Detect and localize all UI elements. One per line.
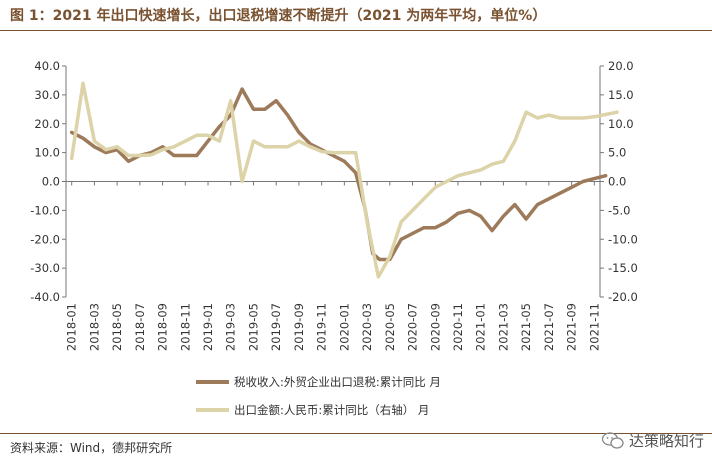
- x-tick-label: 2019-05: [246, 303, 260, 351]
- y-left-tick-label: 40.0: [34, 59, 60, 73]
- y-right-tick-label: 10.0: [608, 117, 634, 131]
- x-tick-label: 2020-05: [383, 303, 397, 351]
- y-left-tick-label: -30.0: [30, 261, 60, 275]
- x-tick-label: 2019-03: [224, 303, 238, 351]
- watermark-text: 达策略知行: [628, 432, 704, 450]
- y-right-tick-label: -20.0: [608, 290, 638, 304]
- x-tick-label: 2020-11: [451, 303, 465, 351]
- x-tick-label: 2020-03: [360, 303, 374, 351]
- y-right-tick-label: 5.0: [608, 146, 626, 160]
- y-left-tick-label: -40.0: [30, 290, 60, 304]
- y-right-tick-label: -5.0: [608, 203, 630, 217]
- y-left-tick-label: -10.0: [30, 203, 60, 217]
- x-tick-label: 2019-09: [292, 303, 306, 351]
- y-left-tick-label: 10.0: [34, 146, 60, 160]
- x-tick-label: 2018-11: [178, 303, 192, 351]
- y-left-tick-label: 30.0: [34, 88, 60, 102]
- x-tick-label: 2021-03: [496, 303, 510, 351]
- series-line-tax-refund: [69, 87, 608, 262]
- footer-divider: [0, 433, 712, 434]
- series-layer: [69, 81, 619, 279]
- x-tick-label: 2020-01: [337, 303, 351, 351]
- x-tick-label: 2018-07: [133, 303, 147, 351]
- legend: 税收收入:外贸企业出口退税:累计同比 月 出口金额:人民币:累计同比（右轴） 月: [196, 375, 441, 417]
- x-tick-label: 2019-07: [269, 303, 283, 351]
- x-tick-label: 2021-05: [519, 303, 533, 351]
- series-line-export-amount: [69, 81, 619, 279]
- y-left-tick-label: 20.0: [34, 117, 60, 131]
- y-right-tick-label: -10.0: [608, 232, 638, 246]
- title-divider: [0, 30, 712, 31]
- y-right-tick-label: 15.0: [608, 88, 634, 102]
- x-tick-label: 2018-05: [110, 303, 124, 351]
- x-tick-label: 2018-03: [87, 303, 101, 351]
- axes-layer: [62, 65, 604, 298]
- y-right-tick-label: 20.0: [608, 59, 634, 73]
- legend-label-export-amount: 出口金额:人民币:累计同比（右轴） 月: [234, 403, 429, 417]
- x-tick-label: 2021-09: [565, 303, 579, 351]
- x-tick-label: 2019-11: [315, 303, 329, 351]
- x-tick-label: 2021-01: [474, 303, 488, 351]
- watermark: 达策略知行: [601, 430, 704, 451]
- x-tick-label: 2020-09: [428, 303, 442, 351]
- tick-label-layer: 40.0 30.0 20.0 10.0 0.0 -10.0 -20.0 -30.0 -40.0 2…: [30, 59, 638, 351]
- x-tick-label: 2018-01: [65, 303, 79, 351]
- x-tick-label: 2021-11: [587, 303, 601, 351]
- y-right-tick-label: 0.0: [608, 175, 626, 189]
- y-left-tick-label: -20.0: [30, 232, 60, 246]
- x-tick-label: 2019-01: [201, 303, 215, 351]
- figure-title: 图 1：2021 年出口快速增长，出口退税增速不断提升（2021 为两年平均，单…: [10, 8, 547, 24]
- source-note: 资料来源：Wind，德邦研究所: [10, 441, 173, 455]
- y-left-tick-label: 0.0: [42, 175, 60, 189]
- x-tick-label: 2021-07: [542, 303, 556, 351]
- legend-label-tax-refund: 税收收入:外贸企业出口退税:累计同比 月: [234, 375, 441, 389]
- y-right-tick-label: -15.0: [608, 261, 638, 275]
- x-tick-label: 2020-07: [406, 303, 420, 351]
- wechat-icon: [601, 431, 624, 449]
- x-tick-label: 2018-09: [156, 303, 170, 351]
